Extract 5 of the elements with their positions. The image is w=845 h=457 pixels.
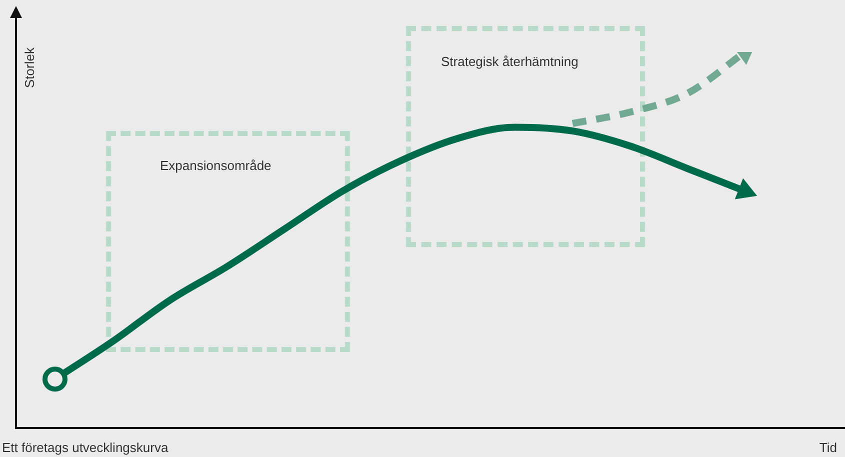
annotation: Expansionsområde bbox=[160, 158, 272, 173]
annotation: Strategisk återhämtning bbox=[441, 54, 578, 69]
x-axis-title: Tid bbox=[819, 440, 837, 455]
text: Ett företags utvecklingskurva bbox=[2, 440, 168, 455]
y-axis-title: Storlek bbox=[22, 48, 37, 88]
